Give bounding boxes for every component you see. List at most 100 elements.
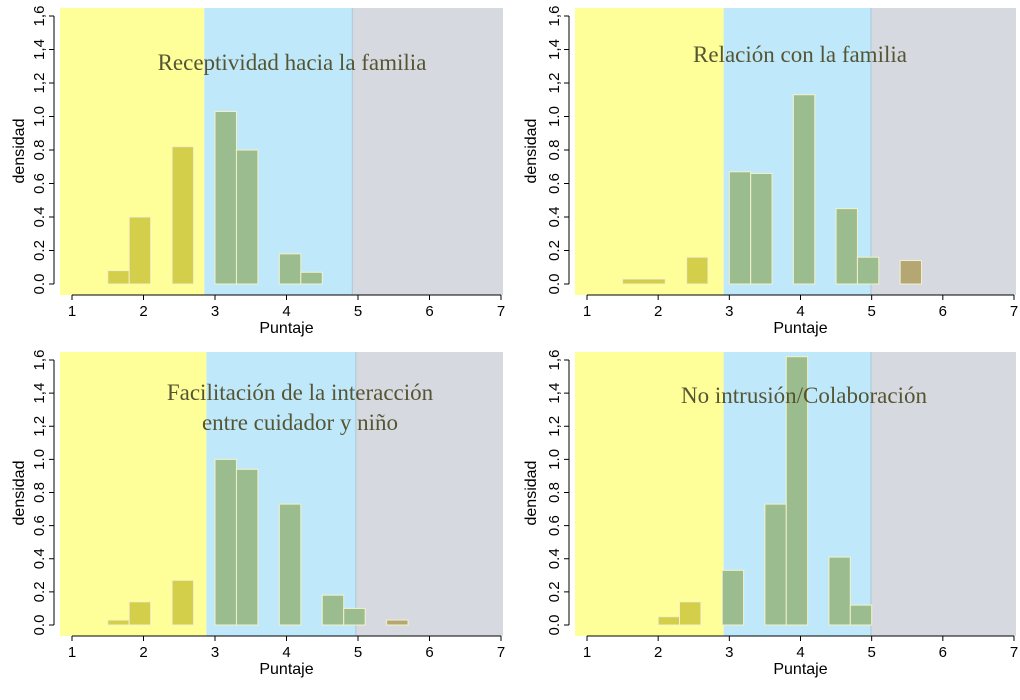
histogram-bar [728, 171, 752, 285]
y-tick-label: 0.8 [546, 482, 563, 503]
y-axis-label: densidad [523, 461, 540, 526]
y-tick-label: 1,6 [546, 6, 563, 27]
histogram-bar [235, 149, 259, 285]
histogram-bar [750, 172, 773, 285]
x-tick-label: 7 [1010, 303, 1018, 320]
y-tick-label: 0.6 [31, 173, 48, 194]
histogram-bar [235, 468, 259, 626]
y-tick-label: 1,6 [546, 350, 563, 371]
y-tick-label: 0.6 [546, 515, 563, 536]
histogram-bar [214, 110, 237, 285]
y-axis-label: densidad [523, 119, 540, 184]
y-tick-label: 0.2 [546, 240, 563, 261]
y-tick-label: 1,4 [546, 39, 563, 60]
histogram-bar [622, 278, 666, 285]
histogram-bar [278, 503, 302, 626]
y-tick-label: 1,2 [31, 416, 48, 437]
y-tick-label: 1.0 [546, 449, 563, 470]
x-axis-label: Puntaje [259, 320, 313, 337]
y-axis-label: densidad [11, 461, 28, 526]
y-tick-label: 0.4 [31, 548, 48, 569]
histogram-bar [679, 601, 702, 626]
x-tick-label: 2 [654, 303, 662, 320]
x-tick-label: 5 [867, 644, 875, 661]
y-tick-label: 1,2 [31, 73, 48, 94]
histogram-bar [128, 216, 152, 285]
x-tick-label: 6 [939, 644, 947, 661]
x-tick-label: 7 [497, 303, 505, 320]
y-tick-label: 0.2 [31, 240, 48, 261]
x-tick-label: 7 [497, 644, 505, 661]
y-tick-label: 0.8 [31, 482, 48, 503]
histogram-bar [764, 503, 787, 626]
histogram-bar [792, 94, 816, 285]
x-tick-label: 3 [725, 303, 733, 320]
histogram-bar [899, 260, 922, 285]
x-tick-label: 1 [583, 303, 591, 320]
y-tick-label: 0.6 [31, 515, 48, 536]
histogram-bar [107, 270, 130, 285]
y-tick-label: 1,4 [31, 39, 48, 60]
x-tick-label: 3 [211, 303, 219, 320]
x-tick-label: 6 [425, 644, 433, 661]
zone-background-3 [352, 8, 503, 295]
x-tick-label: 4 [796, 303, 804, 320]
x-tick-label: 5 [354, 644, 362, 661]
x-tick-label: 3 [211, 644, 219, 661]
x-tick-label: 1 [68, 644, 76, 661]
histogram-bar [214, 458, 237, 626]
chart-panel-2: 1 2 3 4 5 6 7 0.0 0.2 0.4 0.6 0.8 1.0 1,2 1,4 1,6 Puntaj… [523, 6, 1018, 337]
chart-title: Relación con la familia [693, 42, 907, 67]
histogram-bar [686, 256, 709, 285]
histogram-bar [128, 601, 152, 626]
y-tick-label: 0.4 [31, 207, 48, 228]
y-tick-label: 1.0 [31, 449, 48, 470]
x-tick-label: 2 [139, 644, 147, 661]
y-tick-label: 0.0 [31, 615, 48, 636]
y-tick-label: 1,2 [546, 416, 563, 437]
y-tick-label: 0.0 [546, 615, 563, 636]
histogram-bar [171, 579, 195, 626]
chart-title-line-2: entre cuidador y niño [202, 410, 398, 435]
y-tick-label: 0.6 [546, 173, 563, 194]
x-tick-label: 2 [654, 644, 662, 661]
y-tick-label: 0.8 [31, 140, 48, 161]
x-tick-label: 1 [583, 644, 591, 661]
zone-background-3 [870, 352, 1016, 636]
chart-title: No intrusión/Colaboración [681, 383, 927, 408]
histogram-bar [300, 271, 323, 285]
x-tick-label: 4 [282, 303, 290, 320]
x-tick-label: 4 [796, 644, 804, 661]
y-tick-label: 1,6 [31, 350, 48, 371]
zone-background-1 [575, 352, 724, 636]
y-tick-label: 1,4 [31, 383, 48, 404]
histogram-bar [828, 556, 851, 626]
histogram-bar [785, 356, 809, 626]
y-tick-label: 0.0 [31, 274, 48, 295]
chart-panel-1: 1 2 3 4 5 6 7 0.0 0.2 0.4 0.6 0.8 1.0 1,2 1,4 1,6 Puntaj… [11, 6, 505, 337]
y-tick-label: 1,2 [546, 73, 563, 94]
histogram-bar [386, 619, 409, 626]
histogram-bar [107, 619, 130, 626]
y-tick-label: 1.0 [546, 106, 563, 127]
x-axis-label: Puntaje [773, 661, 827, 678]
chart-panel-4: 1 2 3 4 5 6 7 0.0 0.2 0.4 0.6 0.8 1.0 1,2 1,4 1,6 Puntaj… [523, 350, 1018, 678]
chart-title-line-1: Facilitación de la interacción [167, 380, 434, 405]
x-tick-label: 6 [425, 303, 433, 320]
y-axis-label: densidad [11, 119, 28, 184]
zone-background-3 [355, 352, 503, 636]
x-axis-label: Puntaje [773, 320, 827, 337]
histogram-bar [278, 253, 302, 285]
x-tick-label: 3 [725, 644, 733, 661]
x-tick-label: 6 [939, 303, 947, 320]
x-tick-label: 1 [68, 303, 76, 320]
chart-panel-3: 1 2 3 4 5 6 7 0.0 0.2 0.4 0.6 0.8 1.0 1,2 1,4 1,6 Puntaj… [11, 350, 505, 678]
x-tick-label: 2 [139, 303, 147, 320]
zone-background-3 [870, 8, 1016, 295]
y-tick-label: 0.4 [546, 548, 563, 569]
x-tick-label: 5 [867, 303, 875, 320]
x-tick-label: 5 [354, 303, 362, 320]
zone-background-1 [575, 8, 724, 295]
y-tick-label: 0.4 [546, 207, 563, 228]
y-tick-label: 0.2 [546, 581, 563, 602]
